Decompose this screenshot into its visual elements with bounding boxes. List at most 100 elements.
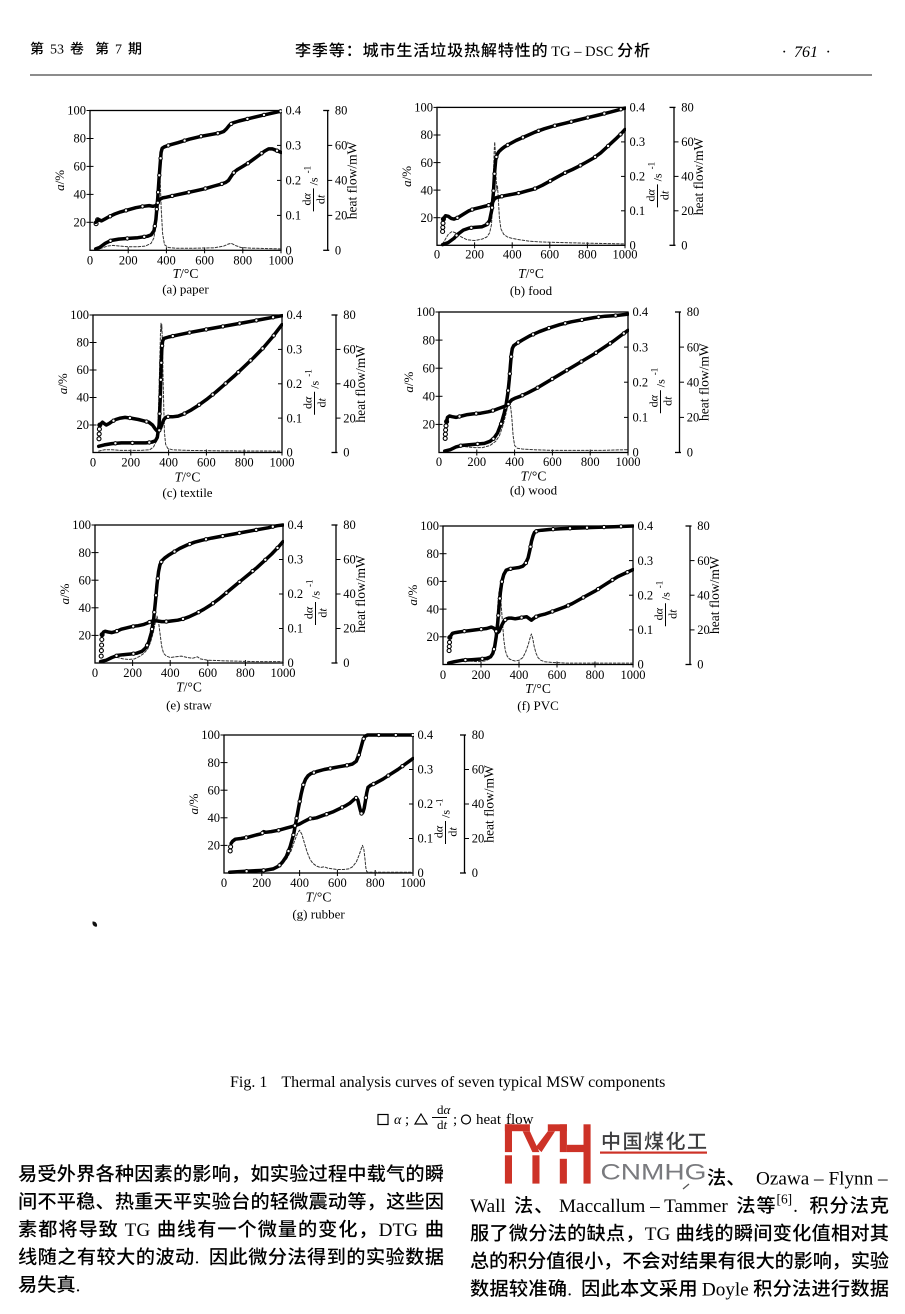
svg-text:-1: -1 xyxy=(650,368,660,376)
svg-text:800: 800 xyxy=(236,666,255,680)
svg-text:a/%: a/% xyxy=(186,793,201,814)
svg-text:DTG: DTG xyxy=(379,1220,419,1241)
svg-text:α: α xyxy=(394,1113,402,1128)
svg-text:0.1: 0.1 xyxy=(286,209,302,223)
svg-text:(a) paper: (a) paper xyxy=(162,282,209,297)
svg-text:80: 80 xyxy=(421,128,434,142)
svg-text:100: 100 xyxy=(67,104,86,118)
svg-text:0: 0 xyxy=(638,658,644,672)
svg-text:60: 60 xyxy=(697,554,710,568)
svg-text:(d) wood: (d) wood xyxy=(510,483,558,498)
svg-text:40: 40 xyxy=(74,188,87,202)
svg-text:.: . xyxy=(76,1275,81,1296)
svg-text:[6]: [6] xyxy=(777,1192,793,1207)
svg-text:/s: /s xyxy=(307,177,321,185)
svg-text:0.3: 0.3 xyxy=(638,554,654,568)
svg-text:0.4: 0.4 xyxy=(286,104,302,118)
svg-text:1000: 1000 xyxy=(616,455,641,469)
svg-text:400: 400 xyxy=(161,666,180,680)
svg-text:60: 60 xyxy=(77,363,90,377)
svg-text:T/°C: T/°C xyxy=(176,680,202,695)
svg-text:80: 80 xyxy=(423,333,436,347)
svg-text:100: 100 xyxy=(201,728,220,742)
svg-text:1000: 1000 xyxy=(269,254,294,268)
svg-text:600: 600 xyxy=(543,455,562,469)
svg-text:0.1: 0.1 xyxy=(633,411,649,425)
svg-text:-1: -1 xyxy=(305,580,315,588)
svg-text:0.2: 0.2 xyxy=(286,174,302,188)
svg-text:80: 80 xyxy=(697,519,710,533)
svg-text:0.2: 0.2 xyxy=(638,589,654,603)
svg-text:heat flow/mW: heat flow/mW xyxy=(697,343,712,421)
svg-text:0.4: 0.4 xyxy=(630,101,646,115)
svg-text:0: 0 xyxy=(87,254,93,268)
svg-text:1000: 1000 xyxy=(401,876,426,890)
svg-text:dα: dα xyxy=(644,189,658,202)
svg-text:heat flow/mW: heat flow/mW xyxy=(353,345,368,423)
svg-text:40: 40 xyxy=(421,183,434,197)
svg-text:T/°C: T/°C xyxy=(521,468,547,483)
svg-text:0: 0 xyxy=(697,658,703,672)
svg-text:60: 60 xyxy=(79,573,92,587)
svg-text:60: 60 xyxy=(681,135,694,149)
svg-text:60: 60 xyxy=(421,156,434,170)
svg-text:400: 400 xyxy=(503,248,522,262)
svg-text:20: 20 xyxy=(427,630,440,644)
svg-text:600: 600 xyxy=(548,668,567,682)
svg-text:(f) PVC: (f) PVC xyxy=(517,698,559,713)
svg-text:40: 40 xyxy=(427,602,440,616)
svg-text:60: 60 xyxy=(208,783,221,797)
svg-text:60: 60 xyxy=(423,361,436,375)
svg-text:/s: /s xyxy=(309,591,323,599)
svg-text:0: 0 xyxy=(335,244,341,258)
svg-text:0.2: 0.2 xyxy=(633,375,649,389)
svg-text:80: 80 xyxy=(343,518,356,532)
svg-text:a/%: a/% xyxy=(55,373,70,394)
svg-text:200: 200 xyxy=(472,668,491,682)
svg-text:20: 20 xyxy=(681,204,694,218)
svg-text:-1: -1 xyxy=(435,799,445,807)
svg-text:dα: dα xyxy=(432,825,446,838)
svg-text:20: 20 xyxy=(423,418,436,432)
svg-text:0.1: 0.1 xyxy=(638,623,654,637)
svg-text:800: 800 xyxy=(233,254,252,268)
svg-text:80: 80 xyxy=(208,756,221,770)
svg-text:0: 0 xyxy=(434,248,440,262)
svg-text:0: 0 xyxy=(418,866,424,880)
svg-text:20: 20 xyxy=(421,211,434,225)
svg-text:0.3: 0.3 xyxy=(418,763,434,777)
svg-text:/s: /s xyxy=(439,810,453,818)
svg-text:-1: -1 xyxy=(655,581,665,589)
svg-text:CNMHG: CNMHG xyxy=(601,1160,707,1185)
svg-text:· 761 ·: · 761 · xyxy=(782,44,830,61)
svg-text:T/°C: T/°C xyxy=(306,890,332,905)
svg-text:40: 40 xyxy=(423,390,436,404)
svg-text:dt: dt xyxy=(661,396,675,406)
svg-text:0: 0 xyxy=(286,244,292,258)
svg-text:600: 600 xyxy=(540,248,559,262)
svg-text:100: 100 xyxy=(70,308,89,322)
svg-text:;: ; xyxy=(405,1112,409,1128)
svg-text:1000: 1000 xyxy=(270,456,295,470)
svg-text:(b) food: (b) food xyxy=(510,283,553,298)
svg-text:0.2: 0.2 xyxy=(630,170,646,184)
svg-text:/s: /s xyxy=(308,380,322,388)
svg-text:0.3: 0.3 xyxy=(287,343,303,357)
svg-text:40: 40 xyxy=(343,587,356,601)
svg-text:dα: dα xyxy=(302,606,316,619)
svg-text:dt: dt xyxy=(446,827,460,837)
svg-text:0.3: 0.3 xyxy=(633,340,649,354)
svg-text:.: . xyxy=(195,1248,200,1269)
svg-text:0.1: 0.1 xyxy=(630,204,646,218)
svg-text:Maccallum – Tammer: Maccallum – Tammer xyxy=(559,1196,728,1217)
svg-text:20: 20 xyxy=(79,629,92,643)
svg-text:0: 0 xyxy=(633,446,639,460)
svg-text:a/%: a/% xyxy=(405,585,420,606)
svg-text:0.4: 0.4 xyxy=(638,519,654,533)
svg-text:400: 400 xyxy=(510,668,529,682)
svg-text:TG: TG xyxy=(125,1220,151,1241)
svg-text:dt: dt xyxy=(666,609,680,619)
svg-text:100: 100 xyxy=(72,518,91,532)
svg-text:.: . xyxy=(567,1279,572,1300)
svg-text:dα: dα xyxy=(652,607,666,620)
